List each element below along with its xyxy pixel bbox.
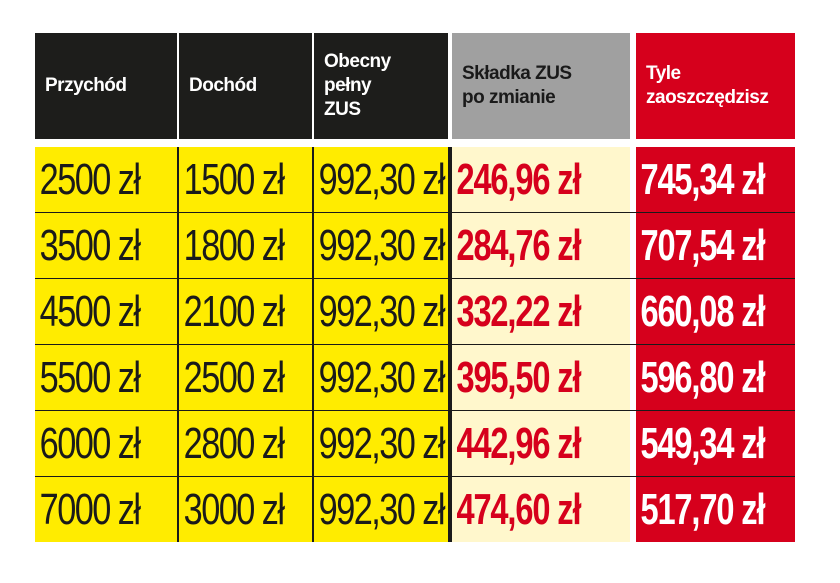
cell-przychod: 6000 zł: [35, 411, 177, 476]
cell-dochod: 1800 zł: [177, 213, 312, 278]
table-row: 5500 zł 2500 zł 992,30 zł 395,50 zł 596,…: [35, 344, 795, 410]
cell-oszczednosc: 660,08 zł: [630, 279, 795, 344]
cell-obecny-zus: 992,30 zł: [312, 345, 448, 410]
cell-przychod: 4500 zł: [35, 279, 177, 344]
cell-obecny-zus: 992,30 zł: [312, 477, 448, 542]
cell-obecny-zus: 992,30 zł: [312, 213, 448, 278]
table-row: 4500 zł 2100 zł 992,30 zł 332,22 zł 660,…: [35, 278, 795, 344]
table-row: 7000 zł 3000 zł 992,30 zł 474,60 zł 517,…: [35, 476, 795, 542]
cell-przychod: 7000 zł: [35, 477, 177, 542]
cell-nowa-skladka: 246,96 zł: [448, 147, 630, 212]
table-row: 6000 zł 2800 zł 992,30 zł 442,96 zł 549,…: [35, 410, 795, 476]
header-nowa-skladka: Składka ZUS po zmianie: [448, 33, 630, 139]
cell-dochod: 1500 zł: [177, 147, 312, 212]
header-row: Przychód Dochód Obecny pełny ZUS Składka…: [35, 33, 795, 139]
cell-przychod: 3500 zł: [35, 213, 177, 278]
cell-przychod: 5500 zł: [35, 345, 177, 410]
cell-obecny-zus: 992,30 zł: [312, 279, 448, 344]
cell-nowa-skladka: 442,96 zł: [448, 411, 630, 476]
cell-dochod: 2800 zł: [177, 411, 312, 476]
header-obecny-zus: Obecny pełny ZUS: [312, 33, 448, 139]
cell-przychod: 2500 zł: [35, 147, 177, 212]
header-oszczednosc: Tyle zaoszczędzisz: [630, 33, 795, 139]
header-dochod: Dochód: [177, 33, 312, 139]
cell-obecny-zus: 992,30 zł: [312, 411, 448, 476]
cell-nowa-skladka: 474,60 zł: [448, 477, 630, 542]
cell-oszczednosc: 745,34 zł: [630, 147, 795, 212]
table-body: 2500 zł 1500 zł 992,30 zł 246,96 zł 745,…: [35, 147, 795, 542]
cell-dochod: 3000 zł: [177, 477, 312, 542]
cell-oszczednosc: 549,34 zł: [630, 411, 795, 476]
table-row: 2500 zł 1500 zł 992,30 zł 246,96 zł 745,…: [35, 147, 795, 212]
cell-oszczednosc: 707,54 zł: [630, 213, 795, 278]
header-przychod: Przychód: [35, 33, 177, 139]
cell-obecny-zus: 992,30 zł: [312, 147, 448, 212]
cell-dochod: 2100 zł: [177, 279, 312, 344]
cell-nowa-skladka: 284,76 zł: [448, 213, 630, 278]
zus-comparison-table: Przychód Dochód Obecny pełny ZUS Składka…: [35, 33, 795, 542]
cell-nowa-skladka: 332,22 zł: [448, 279, 630, 344]
cell-oszczednosc: 596,80 zł: [630, 345, 795, 410]
cell-nowa-skladka: 395,50 zł: [448, 345, 630, 410]
cell-dochod: 2500 zł: [177, 345, 312, 410]
table-row: 3500 zł 1800 zł 992,30 zł 284,76 zł 707,…: [35, 212, 795, 278]
cell-oszczednosc: 517,70 zł: [630, 477, 795, 542]
